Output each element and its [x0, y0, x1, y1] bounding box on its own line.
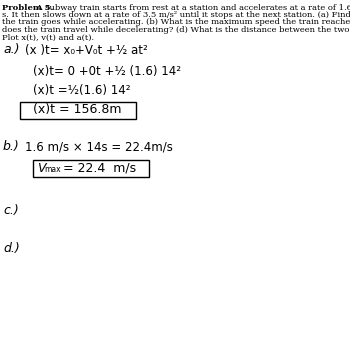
Text: b.): b.) — [3, 140, 20, 153]
Text: (x)t = 156.8m: (x)t = 156.8m — [33, 104, 122, 117]
Text: (x)t =½(1.6) 14²: (x)t =½(1.6) 14² — [33, 84, 131, 97]
Text: 1.6 m/s × 14s = 22.4m/s: 1.6 m/s × 14s = 22.4m/s — [25, 141, 173, 154]
Text: max: max — [44, 165, 61, 174]
Text: (x)t= 0 +0t +½ (1.6) 14²: (x)t= 0 +0t +½ (1.6) 14² — [33, 65, 181, 78]
Text: s. It then slows down at a rate of 3.5 m/s² until it stops at the next station. : s. It then slows down at a rate of 3.5 m… — [2, 11, 350, 19]
FancyBboxPatch shape — [20, 102, 135, 119]
Text: A subway train starts from rest at a station and accelerates at a rate of 1.6 m/: A subway train starts from rest at a sta… — [34, 3, 350, 12]
Text: the train goes while accelerating. (b) What is the maximum speed the train reach: the train goes while accelerating. (b) W… — [2, 18, 350, 27]
Text: = 22.4  m/s: = 22.4 m/s — [59, 162, 136, 174]
Text: does the train travel while decelerating? (d) What is the distance between the t: does the train travel while decelerating… — [2, 26, 350, 34]
Text: a.): a.) — [3, 43, 20, 56]
Text: (x )t= x₀+V₀t +½ at²: (x )t= x₀+V₀t +½ at² — [25, 44, 148, 57]
Text: V: V — [37, 162, 46, 174]
Text: Plot x(t), v(t) and a(t).: Plot x(t), v(t) and a(t). — [2, 34, 94, 42]
Text: c.): c.) — [3, 204, 19, 217]
Text: d.): d.) — [3, 242, 20, 255]
Text: Problem 5.: Problem 5. — [2, 3, 53, 12]
FancyBboxPatch shape — [33, 159, 148, 177]
